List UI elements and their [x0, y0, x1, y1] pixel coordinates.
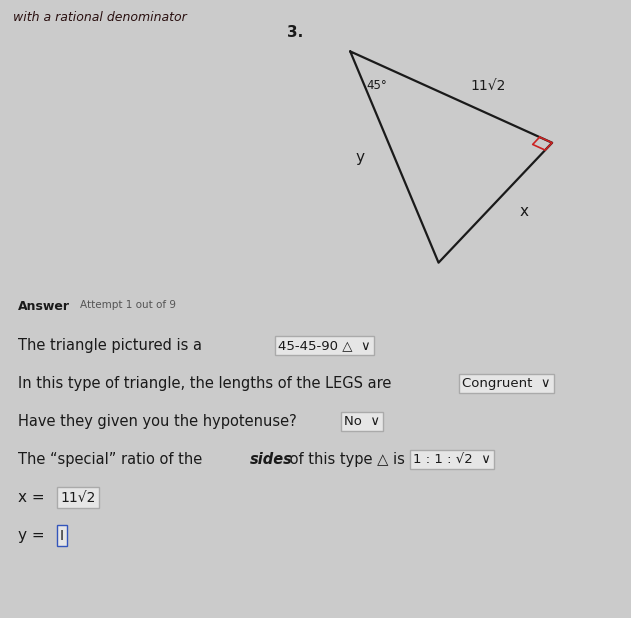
Text: y: y [355, 150, 364, 164]
Text: 1 : 1 : √2  ∨: 1 : 1 : √2 ∨ [413, 453, 491, 466]
Text: 3.: 3. [286, 25, 303, 40]
Text: 45-45-90 △  ∨: 45-45-90 △ ∨ [278, 339, 371, 352]
Text: The “special” ratio of the: The “special” ratio of the [18, 452, 207, 467]
Text: 45°: 45° [366, 79, 387, 92]
Text: Answer: Answer [18, 300, 70, 313]
Text: with a rational denominator: with a rational denominator [13, 11, 186, 25]
Text: x: x [519, 204, 528, 219]
Text: 11√2: 11√2 [470, 78, 505, 93]
Text: of this type △ is: of this type △ is [285, 452, 405, 467]
Text: I: I [60, 528, 64, 543]
Text: Attempt 1 out of 9: Attempt 1 out of 9 [80, 300, 176, 310]
Text: 11√2: 11√2 [60, 491, 95, 504]
Text: Congruent  ∨: Congruent ∨ [462, 377, 551, 390]
Text: x =: x = [18, 490, 45, 505]
Text: sides: sides [250, 452, 293, 467]
Text: Have they given you the hypotenuse?: Have they given you the hypotenuse? [18, 414, 297, 429]
Text: y =: y = [18, 528, 45, 543]
Text: No  ∨: No ∨ [344, 415, 380, 428]
Text: The triangle pictured is a: The triangle pictured is a [18, 338, 202, 353]
Text: In this type of triangle, the lengths of the LEGS are: In this type of triangle, the lengths of… [18, 376, 391, 391]
